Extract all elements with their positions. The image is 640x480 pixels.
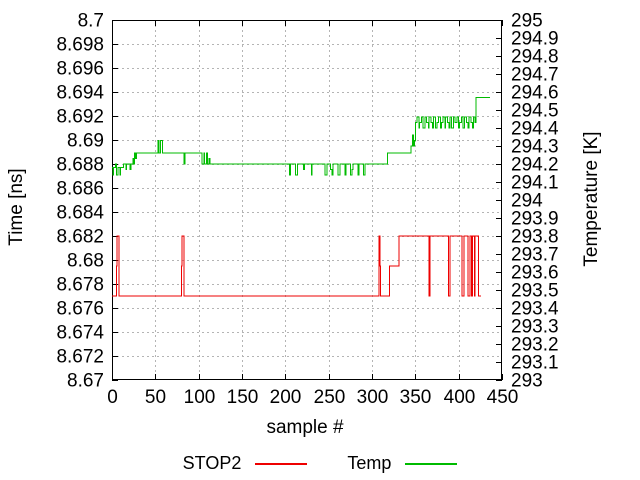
right-y-tick-label: 293.1 (511, 353, 559, 374)
right-y-tick-label: 295 (511, 11, 543, 32)
right-y-tick-label: 293.2 (511, 335, 559, 356)
right-y-tick-label: 294.6 (511, 83, 559, 104)
x-tick-label: 400 (444, 387, 476, 408)
right-y-tick-label: 293.4 (511, 299, 559, 320)
left-y-tick-label: 8.676 (56, 299, 104, 320)
left-y-tick-label: 8.696 (56, 59, 104, 80)
left-y-tick-label: 8.68 (67, 251, 104, 272)
right-y-tick-label: 293.3 (511, 317, 559, 338)
right-y-tick-label: 294.9 (511, 29, 559, 50)
left-y-tick-label: 8.684 (56, 203, 104, 224)
right-y-tick-label: 294.7 (511, 65, 559, 86)
left-y-tick-label: 8.7 (78, 11, 104, 32)
x-tick-label: 350 (400, 387, 432, 408)
x-tick-label: 150 (227, 387, 259, 408)
x-tick-label: 300 (357, 387, 389, 408)
left-y-tick-label: 8.698 (56, 35, 104, 56)
right-y-tick-label: 294.4 (511, 119, 559, 140)
left-y-tick-label: 8.682 (56, 227, 104, 248)
right-y-tick-label: 293.7 (511, 245, 559, 266)
left-y-tick-label: 8.69 (67, 131, 104, 152)
right-y-tick-label: 293.5 (511, 281, 559, 302)
left-y-tick-label: 8.67 (67, 371, 104, 392)
right-y-tick-label: 293.9 (511, 209, 559, 230)
series-temp-line (112, 96, 490, 176)
right-y-tick-label: 294.8 (511, 47, 559, 68)
x-tick-label: 50 (145, 387, 166, 408)
x-tick-label: 100 (184, 387, 216, 408)
legend-key-stop2-line (255, 462, 308, 465)
left-y-tick-label: 8.674 (56, 323, 104, 344)
legend-label-temp: Temp (347, 453, 392, 473)
legend-label-stop2: STOP2 (182, 453, 242, 473)
left-y-tick-label: 8.688 (56, 155, 104, 176)
right-y-tick-label: 294.2 (511, 155, 559, 176)
left-y-tick-label: 8.694 (56, 83, 104, 104)
right-y-tick-label: 294.5 (511, 101, 559, 122)
right-y-tick-label: 294.1 (511, 173, 559, 194)
plot-border (112, 20, 502, 380)
left-y-tick-label: 8.672 (56, 347, 104, 368)
x-tick-label: 250 (314, 387, 346, 408)
left-y-tick-label: 8.686 (56, 179, 104, 200)
x-axis-title: sample # (266, 417, 344, 438)
left-y-tick-label: 8.678 (56, 275, 104, 296)
right-y-tick-label: 293.8 (511, 227, 559, 248)
right-y-tick-label: 294 (511, 191, 543, 212)
right-y-tick-label: 293.6 (511, 263, 559, 284)
right-y-tick-label: 294.3 (511, 137, 559, 158)
left-y-tick-label: 8.692 (56, 107, 104, 128)
right-axis-title: Temperature [K] (581, 131, 602, 267)
series-stop2-line (112, 235, 482, 297)
x-tick-label: 200 (270, 387, 302, 408)
left-axis-title: Time [ns] (6, 168, 27, 246)
x-tick-label: 0 (107, 387, 118, 408)
legend-key-temp-line (405, 462, 458, 465)
legend: STOP2 Temp (0, 453, 640, 474)
x-tick-label: 450 (487, 387, 519, 408)
right-y-tick-label: 293 (511, 371, 543, 392)
